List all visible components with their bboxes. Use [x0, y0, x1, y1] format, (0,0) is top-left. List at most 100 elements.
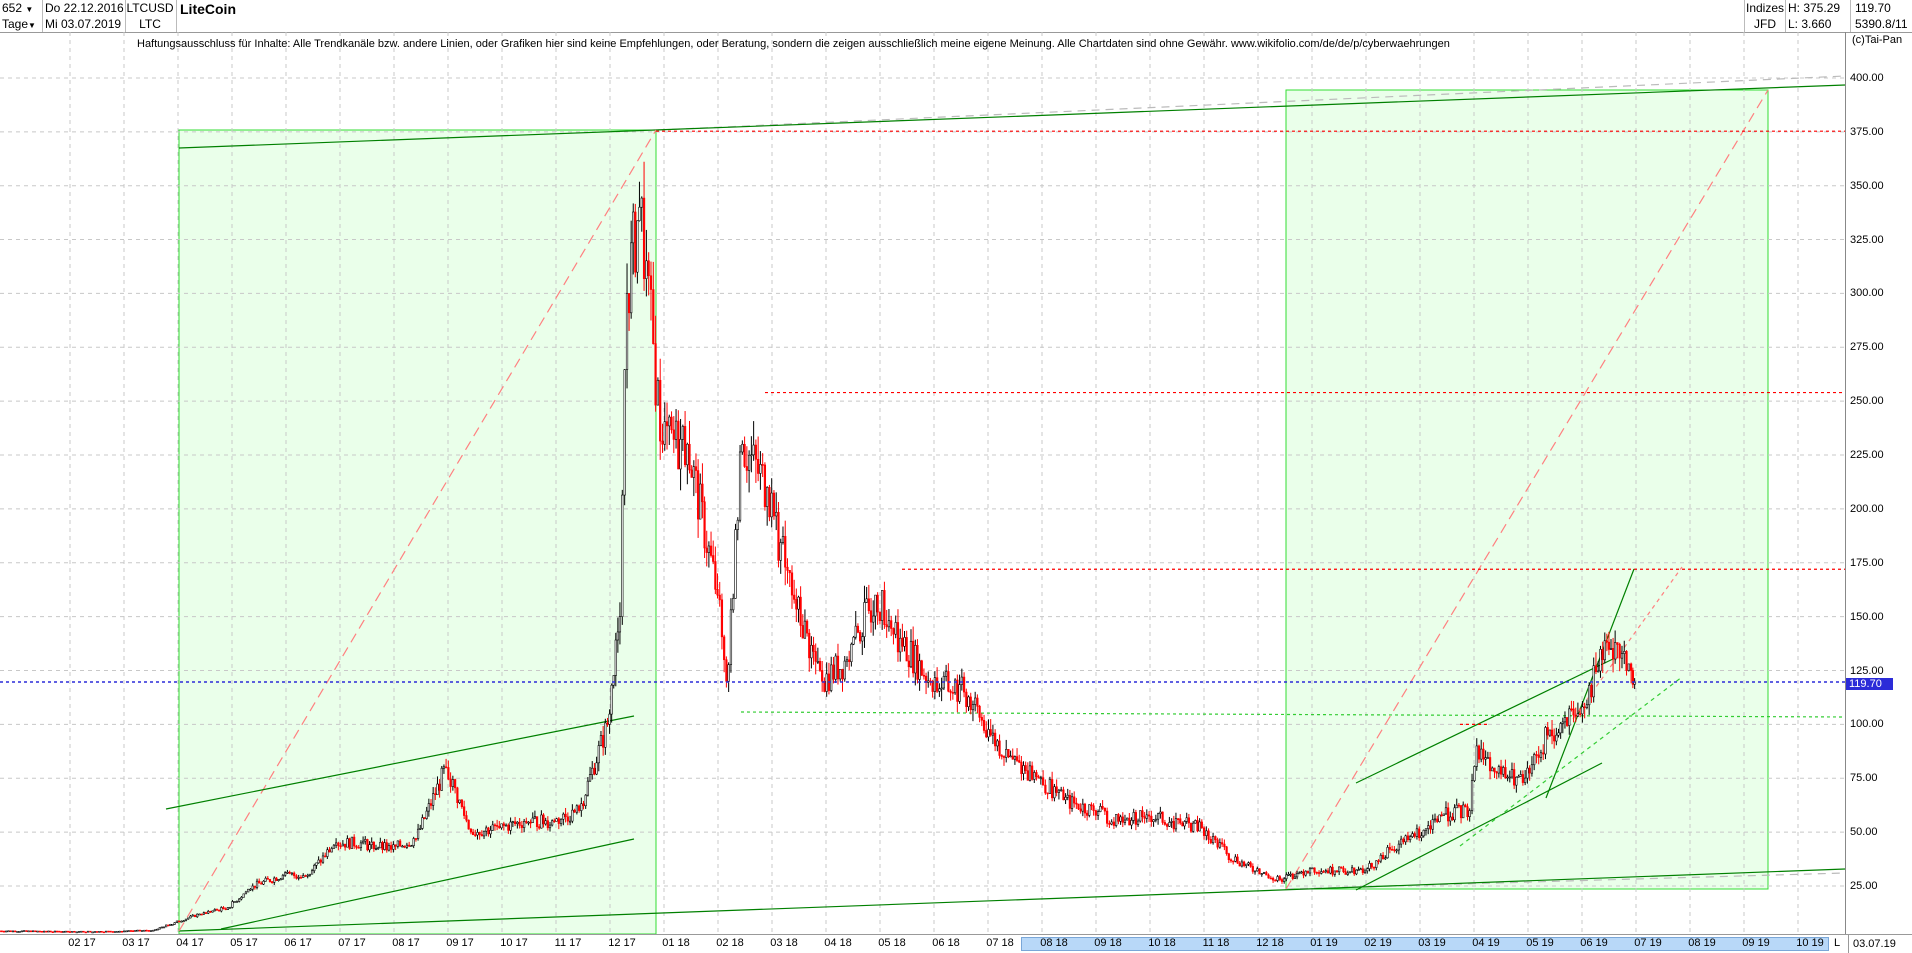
candle	[1153, 820, 1155, 822]
candle	[1396, 850, 1398, 851]
candle	[236, 901, 238, 902]
candle	[1065, 797, 1067, 800]
candle	[811, 645, 813, 658]
candle	[153, 930, 155, 931]
candle	[426, 811, 428, 818]
candle	[74, 931, 76, 932]
candle	[646, 261, 648, 279]
candle	[313, 865, 315, 870]
x-tick-label: 06 19	[1580, 937, 1608, 950]
x-tick-label: 05 19	[1526, 937, 1554, 950]
candle	[1489, 757, 1491, 770]
candle	[1529, 768, 1531, 773]
candle	[793, 595, 795, 599]
candle	[1531, 765, 1533, 773]
candle	[719, 595, 721, 600]
candle	[941, 688, 943, 689]
candle	[1527, 768, 1529, 778]
candle	[265, 878, 267, 881]
candle	[510, 822, 512, 830]
candle	[1051, 779, 1053, 797]
candle	[600, 735, 602, 745]
candle	[382, 842, 384, 849]
candle	[320, 860, 322, 862]
candle	[137, 930, 139, 931]
candle	[296, 876, 298, 879]
candle	[161, 927, 163, 928]
candle	[165, 925, 167, 927]
y-tick-label: 75.00	[1850, 772, 1878, 784]
candle	[256, 881, 258, 887]
candle	[1360, 869, 1362, 870]
candle	[826, 674, 828, 692]
candle	[605, 723, 607, 747]
candle	[112, 931, 114, 932]
candle	[404, 846, 406, 847]
candle	[927, 681, 929, 683]
candle	[990, 729, 992, 735]
candle	[1545, 727, 1547, 754]
candle	[697, 471, 699, 520]
candle	[877, 595, 879, 612]
candle	[167, 925, 169, 926]
candle	[558, 819, 560, 824]
candle	[693, 467, 695, 478]
x-tick-label: 08 17	[392, 937, 420, 950]
candle	[41, 931, 43, 932]
candle	[775, 512, 777, 516]
candle	[1243, 862, 1245, 866]
candle	[163, 927, 165, 928]
candle	[1133, 812, 1135, 820]
candle	[1120, 817, 1122, 822]
candle	[329, 850, 331, 852]
candle	[1076, 803, 1078, 804]
candle	[43, 931, 45, 932]
candle	[659, 380, 661, 441]
candle	[1241, 862, 1243, 866]
candle	[10, 931, 12, 932]
candle	[135, 930, 137, 931]
candle	[981, 717, 983, 720]
candle	[1182, 823, 1184, 826]
y-tick-label: 25.00	[1850, 880, 1878, 892]
candle	[1109, 823, 1111, 824]
candle	[936, 678, 938, 692]
candle	[766, 487, 768, 506]
candle	[968, 697, 970, 707]
candle	[479, 832, 481, 834]
x-tick-label: 06 17	[284, 937, 312, 950]
candle	[866, 599, 868, 603]
candle	[778, 512, 780, 560]
candle	[375, 848, 377, 849]
candle	[802, 625, 804, 638]
candle	[1263, 872, 1265, 873]
candle	[3, 931, 5, 932]
candle	[952, 692, 954, 693]
candle	[728, 665, 730, 682]
candle	[1031, 766, 1033, 780]
candle	[1023, 765, 1025, 773]
candle	[245, 892, 247, 894]
candle	[1292, 874, 1294, 879]
x-tick-label: 12 18	[1256, 937, 1284, 950]
candle	[979, 706, 981, 717]
candle	[668, 417, 670, 426]
candle	[583, 804, 585, 806]
candle	[1571, 709, 1573, 710]
candle	[1047, 793, 1049, 794]
scale-mode[interactable]: L	[1834, 937, 1840, 949]
candle	[52, 932, 54, 933]
candle	[411, 846, 413, 847]
candle	[1115, 814, 1117, 825]
candle	[1058, 790, 1060, 792]
candle	[726, 660, 728, 682]
candle	[1405, 836, 1407, 842]
candle	[1341, 867, 1343, 868]
candle	[207, 911, 209, 913]
candle	[1494, 768, 1496, 772]
x-tick-label: 09 19	[1742, 937, 1770, 950]
candle	[280, 879, 282, 880]
candle	[521, 825, 523, 827]
candle	[796, 599, 798, 609]
